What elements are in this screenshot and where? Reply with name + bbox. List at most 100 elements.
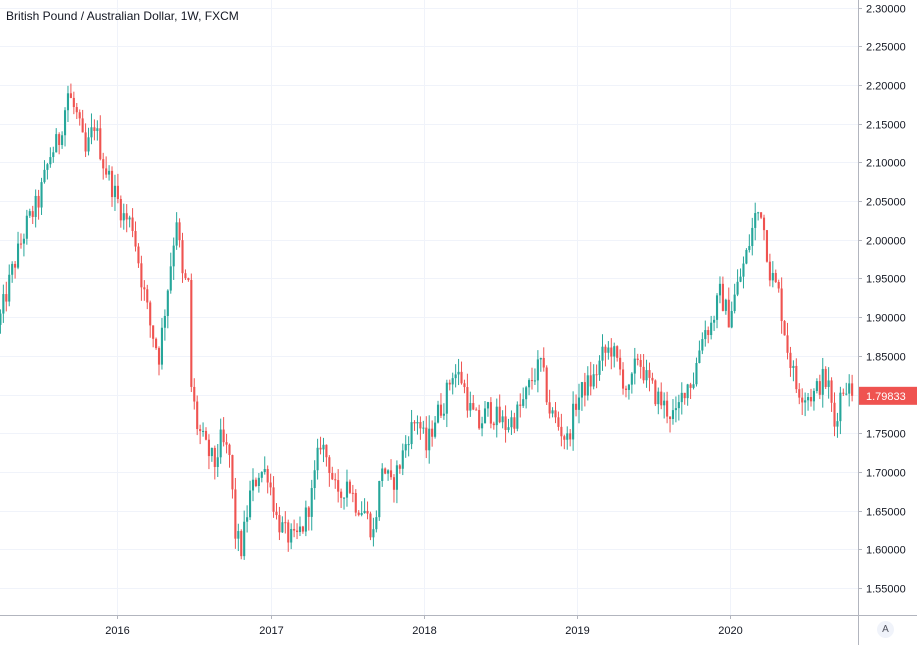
candle-body xyxy=(483,408,487,424)
candle-body xyxy=(648,370,651,378)
x-tick-label: 2016 xyxy=(105,625,129,637)
candle-body xyxy=(369,513,372,538)
candle-body xyxy=(298,526,302,533)
candle-body xyxy=(848,383,851,394)
candle-body xyxy=(322,444,325,450)
candle-body xyxy=(25,215,28,239)
candle-body xyxy=(260,472,263,478)
candle-body xyxy=(760,212,763,218)
candle-body xyxy=(827,380,830,387)
candle-body xyxy=(774,272,777,283)
candle-body xyxy=(263,468,266,473)
y-tick-label: 1.55000 xyxy=(866,584,906,596)
candle-body xyxy=(81,118,84,133)
candle-body xyxy=(513,417,516,429)
candle-body xyxy=(607,347,610,353)
candle-body xyxy=(530,380,534,382)
candle-body xyxy=(783,321,786,336)
candle-body xyxy=(269,482,272,488)
candle-body xyxy=(768,261,771,281)
candle-body xyxy=(143,287,146,290)
candle-body xyxy=(140,263,143,288)
candle-body xyxy=(525,387,528,400)
candle-body xyxy=(363,510,366,514)
auto-scale-button[interactable]: A xyxy=(877,621,894,638)
candle-body xyxy=(542,357,545,368)
candle-body xyxy=(22,238,25,244)
candle-body xyxy=(613,346,616,357)
candle-body xyxy=(166,290,169,316)
candle-body xyxy=(184,273,187,279)
candle-body xyxy=(842,392,845,394)
candle-body xyxy=(495,406,498,426)
candle-body xyxy=(351,492,354,494)
candle-body xyxy=(163,315,166,328)
candle-body xyxy=(72,97,75,108)
candle-body xyxy=(457,371,460,375)
candle-body xyxy=(695,362,698,385)
candle-body xyxy=(630,373,633,385)
candle-body xyxy=(108,170,111,175)
candle-body xyxy=(63,110,67,136)
candle-body xyxy=(246,517,249,522)
candle-body xyxy=(718,283,722,296)
candle-body xyxy=(354,492,357,513)
candle-body xyxy=(284,522,287,524)
candle-body xyxy=(319,447,322,450)
candle-body xyxy=(528,380,531,388)
candle-body xyxy=(454,374,457,379)
candle-body xyxy=(345,481,349,498)
candle-body xyxy=(328,457,331,473)
candle-body xyxy=(84,132,87,152)
candle-body xyxy=(254,479,257,486)
candle-body xyxy=(178,222,181,241)
candle-body xyxy=(489,402,492,424)
candle-body xyxy=(157,348,161,365)
candle-body xyxy=(49,157,52,165)
candle-body xyxy=(75,107,78,113)
candle-body xyxy=(40,182,43,208)
candle-body xyxy=(824,368,827,387)
candle-body xyxy=(683,392,686,399)
candle-body xyxy=(146,289,149,303)
candle-body xyxy=(563,436,566,440)
candle-body xyxy=(736,281,739,295)
candle-body xyxy=(281,522,284,533)
candle-body xyxy=(5,294,8,302)
grid-lines xyxy=(0,0,858,615)
y-tick-label: 1.95000 xyxy=(866,274,906,286)
last-price-label: 1.79833 xyxy=(859,386,917,405)
candle-body xyxy=(225,442,228,445)
y-tick-label: 2.30000 xyxy=(866,4,906,16)
candle-body xyxy=(818,381,821,395)
candle-body xyxy=(501,416,504,423)
candle-body xyxy=(748,246,751,251)
candle-body xyxy=(342,497,346,499)
candle-body xyxy=(522,399,525,406)
candle-body xyxy=(730,311,733,328)
candle-body xyxy=(2,294,5,314)
candle-body xyxy=(577,397,581,410)
candle-body xyxy=(110,170,114,198)
candle-body xyxy=(636,358,639,361)
candle-body xyxy=(19,243,23,245)
candle-body xyxy=(807,397,810,401)
candle-body xyxy=(384,468,387,474)
candle-body xyxy=(645,370,648,381)
candle-body xyxy=(257,477,260,486)
candle-body xyxy=(619,357,622,370)
candle-body xyxy=(11,263,14,275)
y-tick-label: 1.60000 xyxy=(866,545,906,557)
candle-body xyxy=(155,338,158,349)
candle-body xyxy=(583,382,586,396)
candle-body xyxy=(16,243,20,268)
candle-body xyxy=(762,217,766,231)
candle-body xyxy=(715,295,719,320)
candle-body xyxy=(651,377,654,381)
candle-body xyxy=(478,410,481,429)
candle-body xyxy=(757,212,760,214)
candle-body xyxy=(413,422,416,424)
candle-body xyxy=(804,400,807,403)
